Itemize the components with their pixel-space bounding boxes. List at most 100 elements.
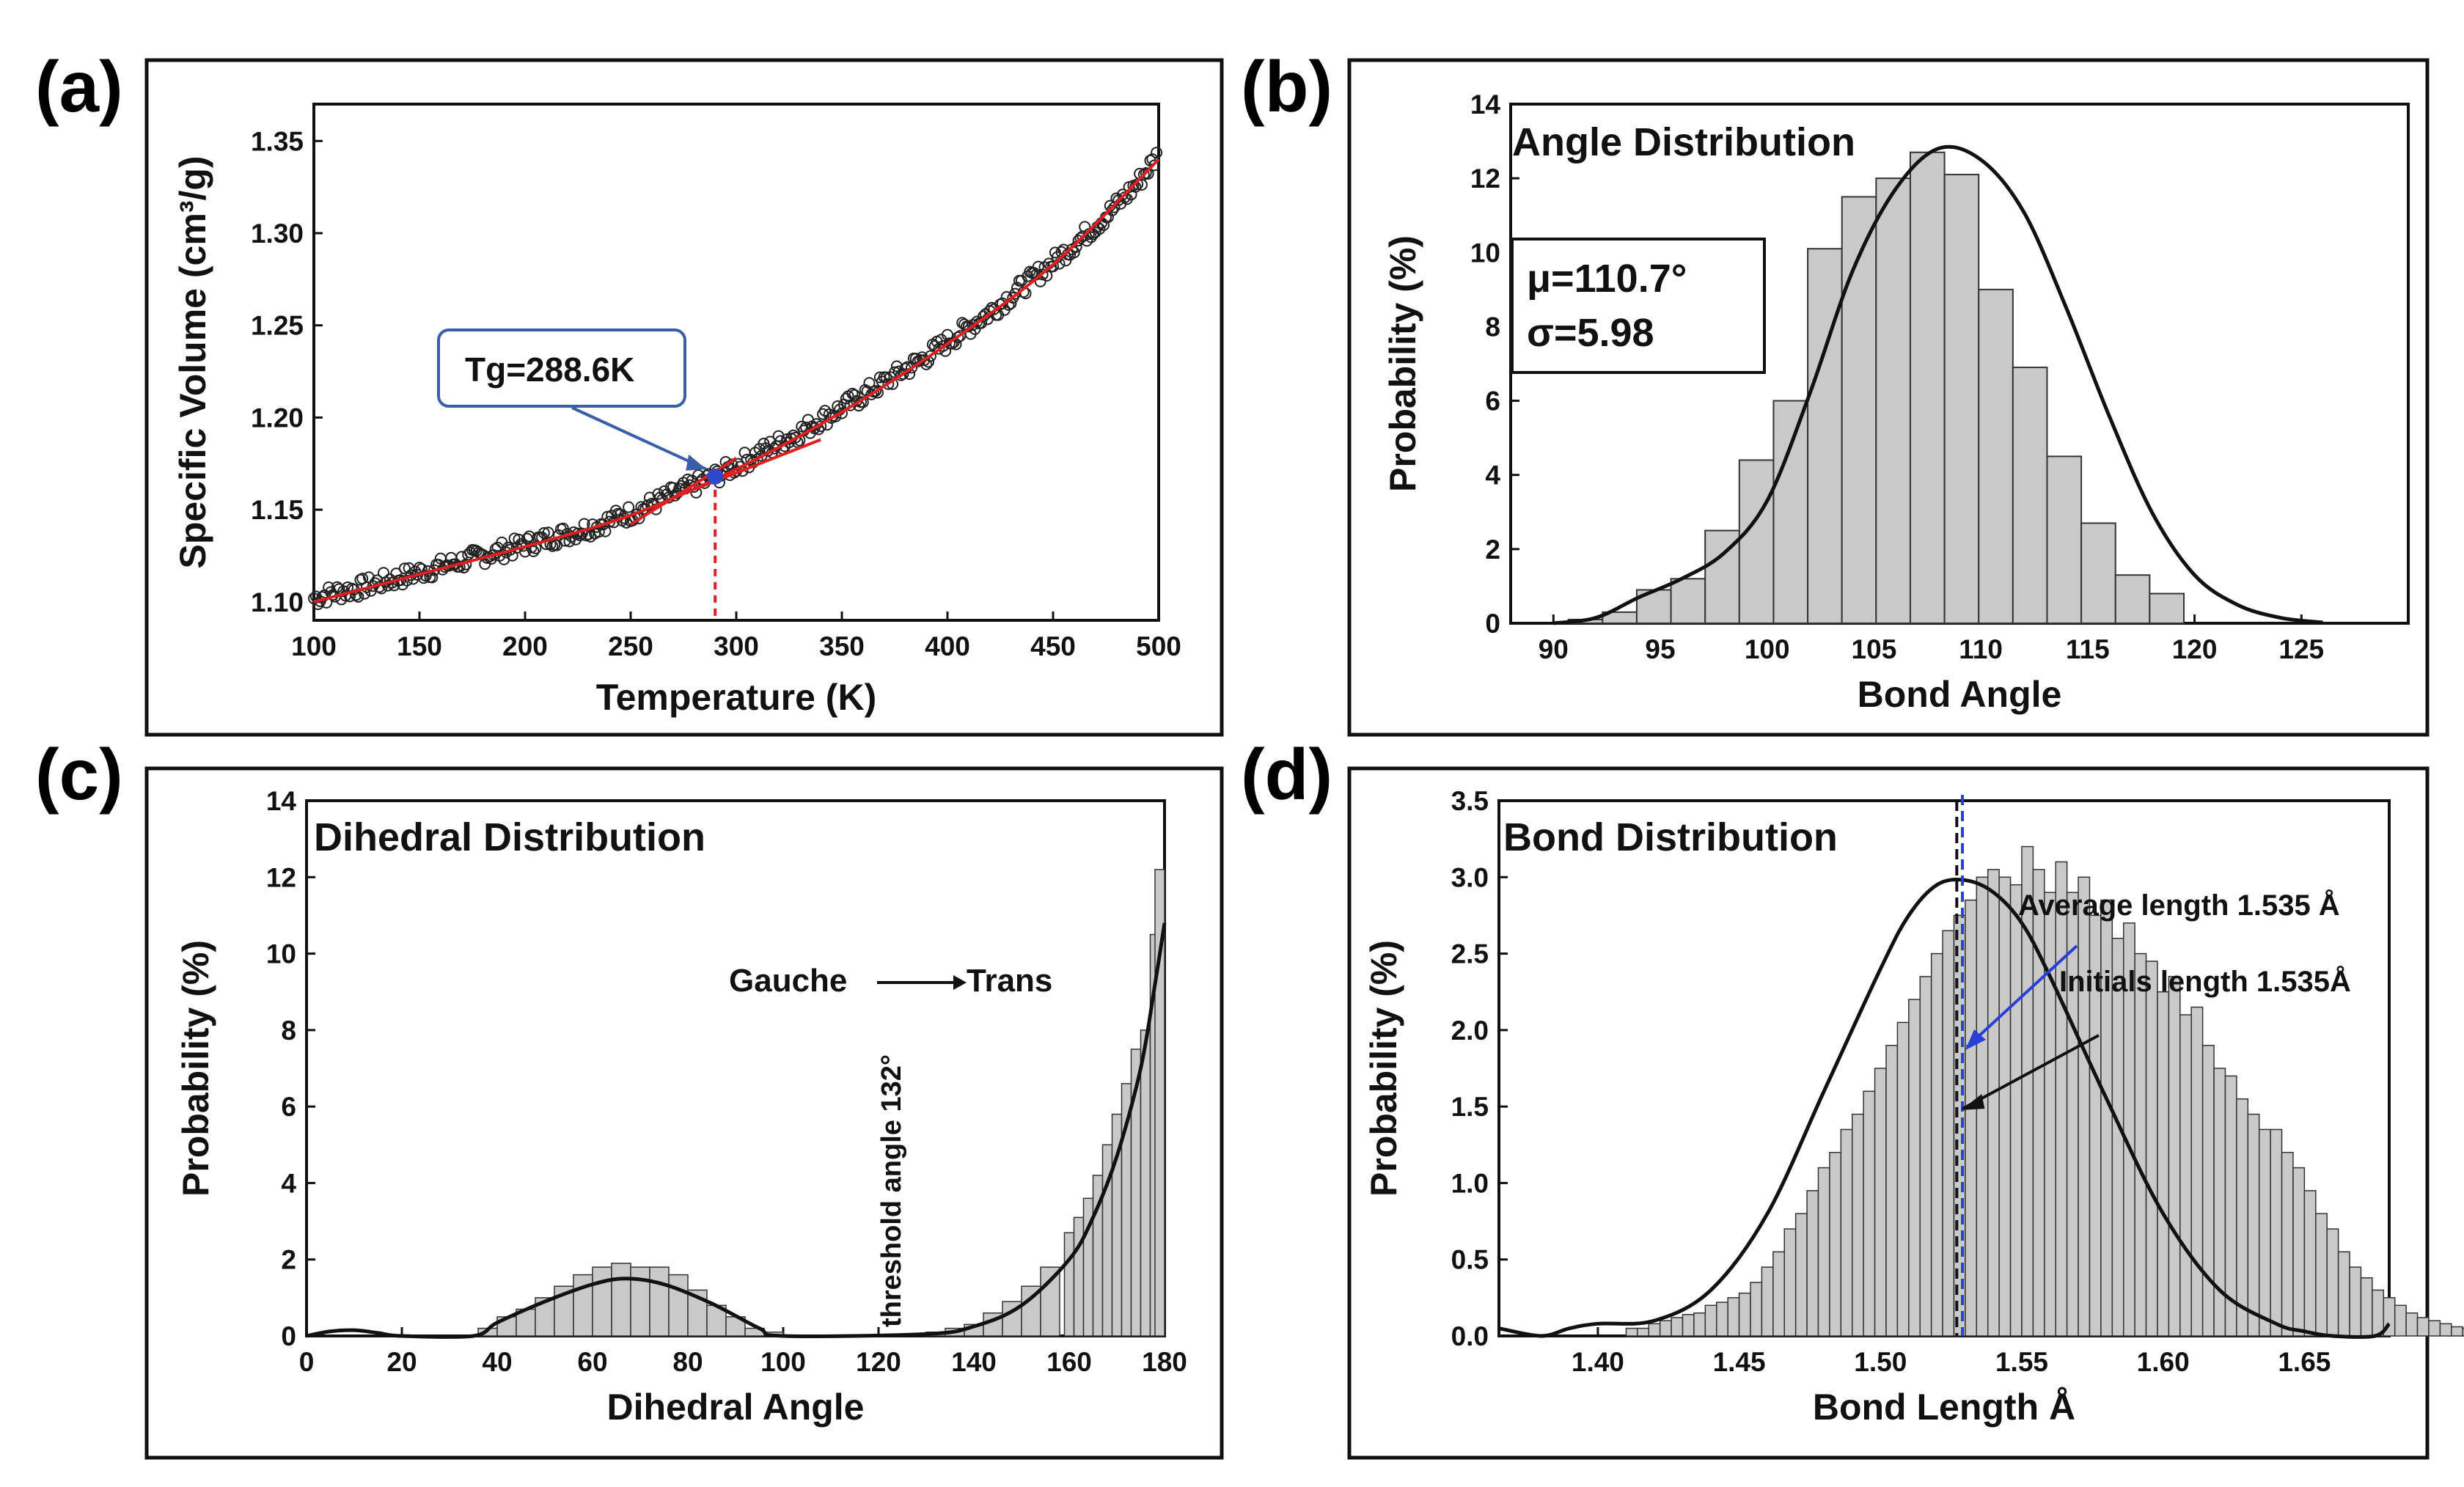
- x-tick-label: 140: [951, 1347, 997, 1377]
- y-tick-label: 2.0: [1451, 1016, 1489, 1046]
- scatter-point: [1151, 147, 1163, 159]
- panel-label-c: (c): [35, 734, 123, 815]
- histogram-bar: [1998, 876, 2012, 1337]
- histogram-bar: [2258, 1128, 2271, 1337]
- x-tick-label: 100: [291, 631, 337, 661]
- x-tick-label: 1.65: [2278, 1347, 2331, 1377]
- x-axis-label: Bond Length Å: [1813, 1387, 2075, 1428]
- histogram-bar: [2349, 1266, 2362, 1337]
- y-tick-label: 2: [281, 1245, 296, 1275]
- histogram-bar: [611, 1263, 631, 1337]
- scatter-point: [599, 525, 612, 537]
- x-axis-label: Dihedral Angle: [607, 1387, 865, 1428]
- scatter-point: [889, 366, 901, 378]
- histogram-bar: [2428, 1320, 2441, 1337]
- x-tick-label: 110: [1959, 634, 2003, 664]
- histogram-bar: [1140, 1029, 1151, 1337]
- histogram-bar: [2009, 884, 2023, 1337]
- histogram-bar: [2179, 1014, 2192, 1337]
- histogram-bar: [1851, 1113, 1864, 1337]
- x-tick-label: 100: [1745, 634, 1790, 664]
- y-tick-label: 2: [1485, 535, 1500, 565]
- y-tick-label: 0.5: [1451, 1245, 1489, 1275]
- histogram-bar: [2372, 1289, 2385, 1337]
- histogram-bar: [1942, 930, 1955, 1337]
- panel-label-d: (d): [1241, 734, 1332, 815]
- histogram-bar: [1659, 1320, 1672, 1337]
- histogram-bar: [1704, 1304, 1717, 1337]
- x-tick-label: 160: [1046, 1347, 1092, 1377]
- histogram-bar: [2281, 1151, 2294, 1337]
- y-axis-label: Probability (%): [1363, 940, 1404, 1197]
- x-tick-label: 1.45: [1713, 1347, 1766, 1377]
- histogram-bar: [2078, 876, 2091, 1337]
- stats-mu: μ=110.7°: [1527, 257, 1687, 301]
- panel-label-a: (a): [35, 46, 123, 127]
- panel-label-b: (b): [1241, 46, 1332, 127]
- histogram-bar: [2032, 869, 2045, 1337]
- y-tick-label: 1.10: [251, 587, 304, 617]
- scatter-point: [570, 533, 582, 546]
- y-tick-label: 1.35: [251, 126, 304, 156]
- histogram-bar: [1154, 869, 1165, 1337]
- histogram-bar: [2337, 1251, 2350, 1337]
- y-tick-label: 1.20: [251, 403, 304, 433]
- histogram-bar: [1829, 1151, 1842, 1337]
- chart-c: 0 20 40 60 80 100 120 140 160 180 0 2 4 6 8 10 12 14 Dihed…: [175, 786, 1187, 1428]
- histogram-bar: [2236, 1098, 2249, 1337]
- histogram-bar: [1943, 174, 1980, 625]
- histogram-bar: [1841, 196, 1877, 624]
- y-tick-label: 14: [1470, 89, 1501, 120]
- x-tick-label: 180: [1142, 1347, 1187, 1377]
- histogram-bar: [2292, 1167, 2306, 1337]
- x-tick-label: 500: [1136, 631, 1181, 661]
- threshold-label: threshold angle 132°: [876, 1054, 907, 1327]
- y-tick-label: 4: [281, 1168, 296, 1198]
- histogram-bar: [2394, 1304, 2407, 1337]
- scatter-point: [937, 339, 950, 352]
- histogram-bar: [1073, 1216, 1085, 1337]
- chart-b: 90 95 100 105 110 115 120 125 0 2 4 6 8 10 12 14 Bond An…: [1382, 89, 2410, 715]
- scatter-point: [609, 504, 622, 517]
- tg-callout-box: [437, 328, 686, 408]
- histogram-bar: [1063, 1232, 1075, 1337]
- histogram-bar: [1727, 1297, 1740, 1337]
- gauche-label: Gauche: [729, 963, 847, 999]
- y-tick-label: 10: [1470, 238, 1500, 268]
- panel-frame-b: [1347, 58, 2430, 737]
- histogram-bar: [2080, 522, 2116, 625]
- y-tick-label: 14: [266, 786, 297, 816]
- y-tick-label: 0.0: [1451, 1321, 1489, 1351]
- tg-callout-arrowhead: [686, 454, 707, 471]
- chart-d: 1.40 1.45 1.50 1.55 1.60 1.65 0.0 0.5 1.0 1.5 2.0 2…: [1363, 786, 2464, 1428]
- histogram-bar: [1738, 1292, 1751, 1337]
- chart-c-title: Dihedral Distribution: [314, 815, 705, 859]
- y-tick-label: 4: [1485, 460, 1500, 491]
- initial-length-arrowhead: [1961, 1094, 1985, 1110]
- y-tick-label: 1.25: [251, 311, 304, 341]
- histogram-bar: [1908, 999, 1921, 1337]
- panel-frame-a: [144, 58, 1224, 737]
- panel-frame-c: [144, 766, 1224, 1460]
- scatter-point: [836, 407, 848, 419]
- histogram-bar: [2326, 1228, 2339, 1337]
- scatter-point: [882, 378, 895, 390]
- y-tick-label: 2.5: [1451, 939, 1489, 969]
- y-tick-label: 12: [266, 862, 296, 892]
- y-tick-label: 1.0: [1451, 1168, 1489, 1198]
- x-tick-label: 400: [925, 631, 970, 661]
- y-tick-label: 8: [281, 1016, 296, 1046]
- histogram-bar: [2405, 1312, 2419, 1337]
- scatter-point: [1028, 267, 1041, 279]
- fit-curve: [313, 158, 1160, 603]
- histogram-bar: [1794, 1213, 1808, 1337]
- histogram-bar: [1817, 1167, 1830, 1337]
- scatter-point: [1072, 235, 1085, 247]
- histogram-bar: [2114, 574, 2151, 624]
- x-axis-label: Temperature (K): [596, 677, 876, 718]
- y-tick-label: 6: [1485, 386, 1500, 416]
- histogram-bar: [2270, 1128, 2283, 1337]
- scatter-point: [538, 526, 550, 539]
- x-tick-label: 125: [2278, 634, 2324, 664]
- histogram-bar: [2462, 1327, 2464, 1337]
